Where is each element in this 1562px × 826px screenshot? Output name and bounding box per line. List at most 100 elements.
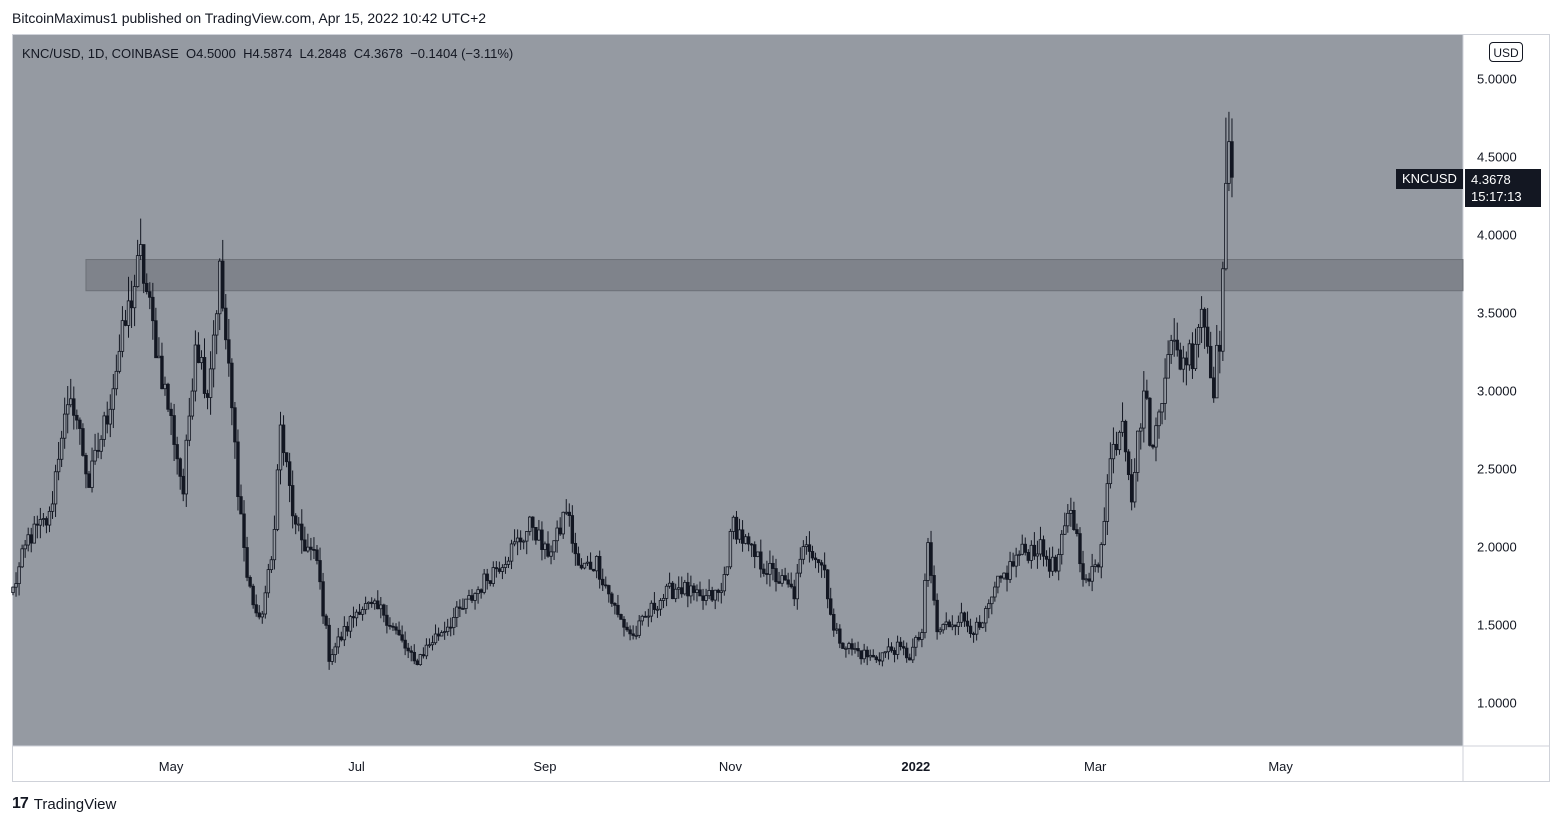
candle-body	[221, 261, 224, 308]
candle-body	[282, 425, 285, 453]
candle-body	[501, 567, 504, 571]
legend-c-label: C	[354, 46, 363, 61]
candle-body	[680, 588, 683, 594]
candle-body	[975, 622, 978, 634]
candle-body	[942, 624, 945, 629]
candle-body	[1179, 350, 1182, 369]
candle-body	[404, 640, 407, 648]
ohlc-legend: KNC/USD, 1D, COINBASE O4.5000 H4.5874 L4…	[22, 46, 513, 61]
candle-body	[726, 567, 729, 575]
candle-body	[611, 594, 614, 604]
candle-body	[1070, 510, 1073, 513]
legend-l-label: L	[300, 46, 307, 61]
candle-body	[623, 619, 626, 627]
footer-brand[interactable]: 17 TradingView	[12, 795, 116, 813]
candle-body	[33, 524, 36, 543]
candle-body	[1219, 345, 1222, 351]
candle-body	[240, 497, 243, 514]
candle-body	[550, 552, 553, 556]
candle-body	[924, 580, 927, 632]
candle-body	[687, 582, 690, 596]
candle-body	[1225, 183, 1228, 268]
candle-body	[1212, 378, 1215, 398]
candle-body	[608, 586, 611, 594]
candle-body	[145, 283, 148, 291]
candle-body	[167, 384, 170, 409]
currency-button[interactable]: USD	[1489, 42, 1523, 62]
candle-body	[796, 573, 799, 599]
candle-body	[1146, 391, 1149, 398]
candle-body	[905, 648, 908, 658]
y-tick-label: 5.0000	[1477, 72, 1517, 87]
candle-body	[215, 314, 218, 335]
candle-body	[24, 545, 27, 549]
candle-body	[574, 543, 577, 553]
x-tick-label: Mar	[1084, 759, 1107, 774]
candle-body	[88, 474, 91, 488]
candle-body	[1112, 444, 1115, 458]
candle-body	[538, 530, 541, 540]
candle-body	[267, 570, 270, 593]
legend-h-label: H	[243, 46, 252, 61]
candle-body	[355, 612, 358, 618]
candle-body	[127, 301, 130, 326]
candle	[82, 423, 85, 456]
candle-body	[1194, 344, 1197, 368]
candle-body	[361, 610, 364, 615]
candle-body	[595, 556, 598, 570]
candle-body	[857, 649, 860, 651]
symbol-price-tag: KNCUSD	[1396, 169, 1463, 189]
candle-body	[991, 597, 994, 604]
candle-body	[741, 530, 744, 543]
candle-body	[179, 459, 182, 477]
candle-body	[1139, 428, 1142, 431]
candle-body	[939, 630, 942, 632]
candle-body	[656, 609, 659, 610]
x-tick-label: Nov	[719, 759, 743, 774]
candle-body	[51, 504, 54, 511]
candle-body	[449, 627, 452, 628]
candle-body	[1203, 309, 1206, 327]
candle-body	[142, 245, 145, 284]
candle-body	[358, 612, 361, 614]
candle-body	[1100, 545, 1103, 567]
candle-body	[1057, 555, 1060, 571]
y-tick-label: 4.5000	[1477, 150, 1517, 165]
candle-body	[27, 535, 30, 545]
candle-body	[343, 626, 346, 639]
candle-body	[209, 369, 212, 398]
candle-body	[194, 345, 197, 391]
candle	[252, 584, 255, 609]
candle-body	[313, 549, 316, 550]
candle-body	[495, 568, 498, 569]
candle	[167, 383, 170, 412]
candle-body	[1155, 426, 1158, 447]
candle-body	[1143, 391, 1146, 428]
candle-body	[1130, 475, 1133, 502]
candle-body	[650, 603, 653, 616]
candle-body	[890, 647, 893, 651]
candle-body	[1021, 544, 1024, 554]
candle-body	[705, 596, 708, 601]
candle-body	[106, 416, 109, 424]
candle-body	[866, 650, 869, 657]
x-tick-label: May	[159, 759, 184, 774]
candle-body	[270, 560, 273, 570]
candle-body	[346, 626, 349, 631]
candle-body	[401, 635, 404, 640]
x-tick-label: 2022	[901, 759, 930, 774]
candle-body	[1085, 579, 1088, 580]
candle-body	[544, 544, 547, 550]
candle-body	[452, 617, 455, 627]
candle-body	[930, 543, 933, 576]
candle-body	[72, 399, 75, 416]
candle-body	[370, 602, 373, 603]
candle-body	[559, 528, 562, 534]
candle-body	[54, 472, 57, 504]
candle-body	[443, 632, 446, 633]
candle-body	[258, 613, 261, 617]
candle-body	[911, 647, 914, 660]
resistance-zone	[86, 260, 1463, 291]
candle-body	[1182, 358, 1185, 369]
